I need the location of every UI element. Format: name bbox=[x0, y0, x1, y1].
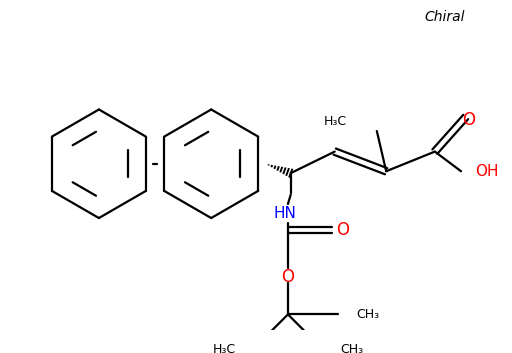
Text: HN: HN bbox=[274, 206, 296, 221]
Text: O: O bbox=[462, 111, 475, 129]
Text: H₃C: H₃C bbox=[324, 115, 347, 128]
Text: O: O bbox=[336, 221, 349, 239]
Text: Chiral: Chiral bbox=[424, 10, 464, 24]
Text: CH₃: CH₃ bbox=[356, 308, 379, 321]
Text: O: O bbox=[282, 268, 294, 286]
Text: OH: OH bbox=[475, 164, 499, 179]
Text: H₃C: H₃C bbox=[212, 343, 236, 353]
Text: CH₃: CH₃ bbox=[340, 343, 364, 353]
